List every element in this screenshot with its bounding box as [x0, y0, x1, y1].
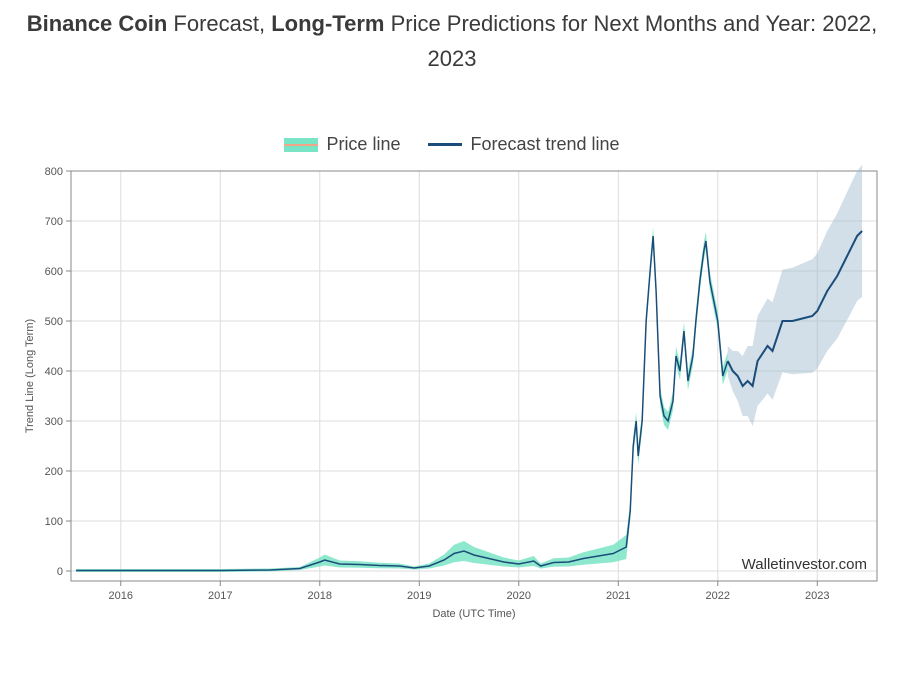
svg-text:2019: 2019: [407, 590, 431, 602]
svg-text:2021: 2021: [606, 590, 630, 602]
svg-text:300: 300: [45, 416, 63, 428]
legend-item-price: Price line: [284, 134, 400, 155]
svg-text:600: 600: [45, 266, 63, 278]
svg-text:Date (UTC Time): Date (UTC Time): [432, 608, 515, 620]
svg-text:800: 800: [45, 166, 63, 178]
svg-text:500: 500: [45, 316, 63, 328]
svg-text:2023: 2023: [805, 590, 829, 602]
svg-text:100: 100: [45, 516, 63, 528]
price-chart: 0 100 200 300 400 500 600 700 800 2016 2017 2018 201…: [17, 161, 887, 631]
svg-text:0: 0: [57, 566, 63, 578]
svg-text:2016: 2016: [109, 590, 133, 602]
legend-swatch-price: [284, 138, 318, 152]
page-title: Binance Coin Forecast, Long-Term Price P…: [0, 0, 904, 76]
legend-swatch-forecast: [428, 143, 462, 146]
svg-text:Walletinvestor.com: Walletinvestor.com: [742, 556, 867, 573]
legend-label: Forecast trend line: [470, 134, 619, 155]
chart-legend: Price line Forecast trend line: [0, 134, 904, 155]
legend-item-forecast: Forecast trend line: [428, 134, 619, 155]
svg-text:Trend Line (Long Term): Trend Line (Long Term): [24, 319, 36, 433]
svg-text:2020: 2020: [507, 590, 531, 602]
svg-text:2022: 2022: [706, 590, 730, 602]
legend-label: Price line: [326, 134, 400, 155]
svg-text:2018: 2018: [308, 590, 332, 602]
svg-text:700: 700: [45, 216, 63, 228]
svg-text:2017: 2017: [208, 590, 232, 602]
svg-text:400: 400: [45, 366, 63, 378]
svg-text:200: 200: [45, 466, 63, 478]
chart-container: 0 100 200 300 400 500 600 700 800 2016 2017 2018 201…: [17, 161, 887, 631]
